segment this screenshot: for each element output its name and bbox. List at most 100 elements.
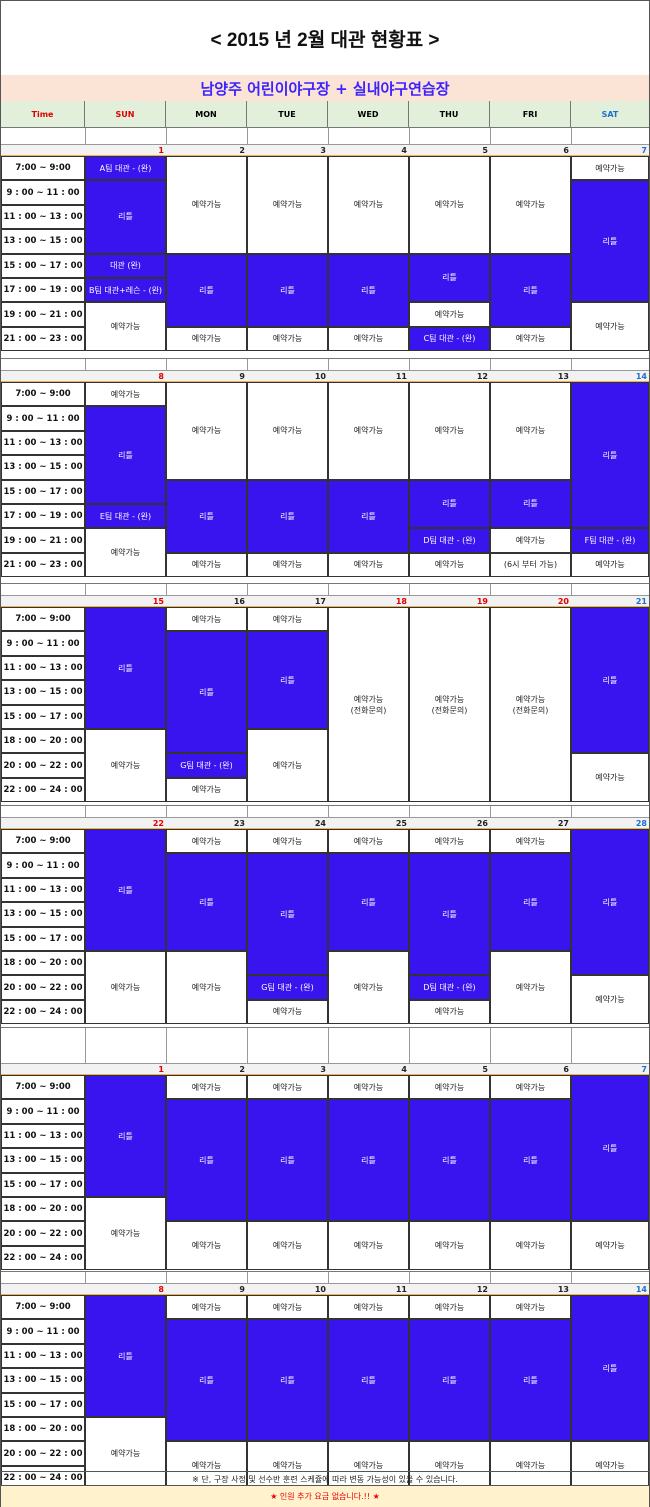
available-slot-thu[interactable]: 예약가능 — [409, 552, 490, 578]
available-slot-sat[interactable]: 예약가능 — [571, 552, 649, 578]
available-slot-fri[interactable]: 예약가능 — [490, 1221, 571, 1271]
available-slot-fri[interactable]: 예약가능 — [490, 156, 571, 254]
available-slot-tue[interactable]: 예약가능 — [247, 999, 328, 1025]
available-slot-mon[interactable]: 예약가능 — [166, 1295, 247, 1320]
available-slot-tue[interactable]: 예약가능 — [247, 1295, 328, 1320]
time-slot-label: 15 : 00 ~ 17 : 00 — [1, 253, 85, 278]
available-slot-wed[interactable]: 예약가능 — [328, 326, 409, 352]
available-slot-sun[interactable]: 예약가능 — [85, 729, 166, 803]
available-slot-sat[interactable]: 예약가능 — [571, 156, 649, 181]
available-slot-mon[interactable]: 예약가능 — [166, 552, 247, 578]
available-slot-mon[interactable]: 예약가능 — [166, 777, 247, 803]
available-slot-mon[interactable]: 예약가능 — [166, 951, 247, 1025]
available-slot-fri[interactable]: 예약가능 — [490, 1075, 571, 1100]
spacer-divider — [571, 1028, 572, 1064]
time-slot-label: 11 : 00 ~ 13 : 00 — [1, 430, 85, 456]
available-slot-sat[interactable]: 예약가능 — [571, 1221, 649, 1271]
available-slot-mon[interactable]: 예약가능 — [166, 156, 247, 254]
spacer-divider — [571, 806, 572, 818]
available-slot-wed[interactable]: 예약가능 (전화문의) — [328, 607, 409, 803]
available-slot-fri[interactable]: 예약가능 — [490, 1295, 571, 1320]
time-slot-label: 7:00 ~ 9:00 — [1, 1295, 85, 1320]
available-slot-fri[interactable]: (6시 부터 가능) — [490, 552, 571, 578]
available-slot-wed[interactable]: 예약가능 — [328, 156, 409, 254]
available-slot-wed[interactable]: 예약가능 — [328, 1295, 409, 1320]
booked-slot-sun: 리틀 — [85, 829, 166, 951]
available-slot-sun[interactable]: 예약가능 — [85, 951, 166, 1025]
available-slot-wed[interactable]: 예약가능 — [328, 382, 409, 480]
available-slot-mon[interactable]: 예약가능 — [166, 1075, 247, 1100]
available-slot-wed[interactable]: 예약가능 — [328, 951, 409, 1025]
date-sun: 8 — [85, 1283, 166, 1295]
available-slot-tue[interactable]: 예약가능 — [247, 552, 328, 578]
available-slot-fri[interactable]: 예약가능 — [490, 829, 571, 854]
spacer-row-3 — [1, 805, 649, 818]
available-slot-fri[interactable]: 예약가능 — [490, 382, 571, 480]
available-slot-tue[interactable]: 예약가능 — [247, 829, 328, 854]
spacer-divider — [328, 1028, 329, 1064]
available-slot-tue[interactable]: 예약가능 — [247, 1221, 328, 1271]
available-slot-mon[interactable]: 예약가능 — [166, 1221, 247, 1271]
time-slot-label: 11 : 00 ~ 13 : 00 — [1, 1343, 85, 1369]
available-slot-mon[interactable]: 예약가능 — [166, 326, 247, 352]
time-slot-label: 7:00 ~ 9:00 — [1, 1075, 85, 1100]
time-slot-label: 9 : 00 ~ 11 : 00 — [1, 406, 85, 431]
available-slot-fri[interactable]: 예약가능 — [490, 326, 571, 352]
spacer-divider — [409, 359, 410, 371]
booked-slot-tue: 리틀 — [247, 479, 328, 553]
available-slot-mon[interactable]: 예약가능 — [166, 829, 247, 854]
available-slot-thu[interactable]: 예약가능 (전화문의) — [409, 607, 490, 803]
available-slot-thu[interactable]: 예약가능 — [409, 382, 490, 480]
spacer-divider — [85, 128, 86, 145]
available-slot-tue[interactable]: 예약가능 — [247, 607, 328, 632]
available-slot-tue[interactable]: 예약가능 — [247, 729, 328, 803]
available-slot-wed[interactable]: 예약가능 — [328, 1075, 409, 1100]
available-slot-wed[interactable]: 예약가능 — [328, 829, 409, 854]
available-slot-thu[interactable]: 예약가능 — [409, 156, 490, 254]
date-row-blank — [1, 595, 85, 607]
available-slot-wed[interactable]: 예약가능 — [328, 1221, 409, 1271]
date-sun: 22 — [85, 817, 166, 829]
date-mon: 23 — [166, 817, 247, 829]
available-slot-thu[interactable]: 예약가능 — [409, 999, 490, 1025]
available-slot-fri[interactable]: 예약가능 (전화문의) — [490, 607, 571, 803]
available-slot-sun[interactable]: 예약가능 — [85, 528, 166, 578]
date-tue: 10 — [247, 370, 328, 382]
available-slot-thu[interactable]: 예약가능 — [409, 1221, 490, 1271]
available-slot-sat[interactable]: 예약가능 — [571, 753, 649, 803]
booked-slot-sun: 리틀 — [85, 406, 166, 504]
time-slot-label: 13 : 00 ~ 15 : 00 — [1, 902, 85, 927]
available-slot-sun[interactable]: 예약가능 — [85, 1197, 166, 1271]
available-slot-thu[interactable]: 예약가능 — [409, 1075, 490, 1100]
available-slot-sat[interactable]: 예약가능 — [571, 975, 649, 1025]
available-slot-tue[interactable]: 예약가능 — [247, 156, 328, 254]
spacer-divider — [166, 1028, 167, 1064]
available-slot-mon[interactable]: 예약가능 — [166, 382, 247, 480]
available-slot-sun[interactable]: 예약가능 — [85, 382, 166, 407]
header-sun: SUN — [85, 101, 166, 127]
available-slot-wed[interactable]: 예약가능 — [328, 552, 409, 578]
spacer-row-0 — [1, 127, 649, 145]
date-tue: 3 — [247, 144, 328, 156]
available-slot-tue[interactable]: 예약가능 — [247, 382, 328, 480]
available-slot-sun[interactable]: 예약가능 — [85, 302, 166, 352]
available-slot-fri[interactable]: 예약가능 — [490, 528, 571, 553]
spacer-divider — [328, 1272, 329, 1284]
available-slot-mon[interactable]: 예약가능 — [166, 607, 247, 632]
available-slot-tue[interactable]: 예약가능 — [247, 1075, 328, 1100]
time-slot-label: 19 : 00 ~ 21 : 00 — [1, 528, 85, 553]
header-time: Time — [1, 101, 85, 127]
available-slot-thu[interactable]: 예약가능 — [409, 302, 490, 327]
available-slot-sat[interactable]: 예약가능 — [571, 302, 649, 352]
header-fri: FRI — [490, 101, 571, 127]
booked-slot-tue: G팀 대관 - (완) — [247, 975, 328, 1000]
available-slot-thu[interactable]: 예약가능 — [409, 1295, 490, 1320]
available-slot-fri[interactable]: 예약가능 — [490, 951, 571, 1025]
spacer-divider — [85, 584, 86, 596]
time-slot-label: 20 : 00 ~ 22 : 00 — [1, 753, 85, 778]
available-slot-thu[interactable]: 예약가능 — [409, 829, 490, 854]
spacer-divider — [166, 359, 167, 371]
header-mon: MON — [166, 101, 247, 127]
time-slot-label: 21 : 00 ~ 23 : 00 — [1, 552, 85, 578]
available-slot-tue[interactable]: 예약가능 — [247, 326, 328, 352]
